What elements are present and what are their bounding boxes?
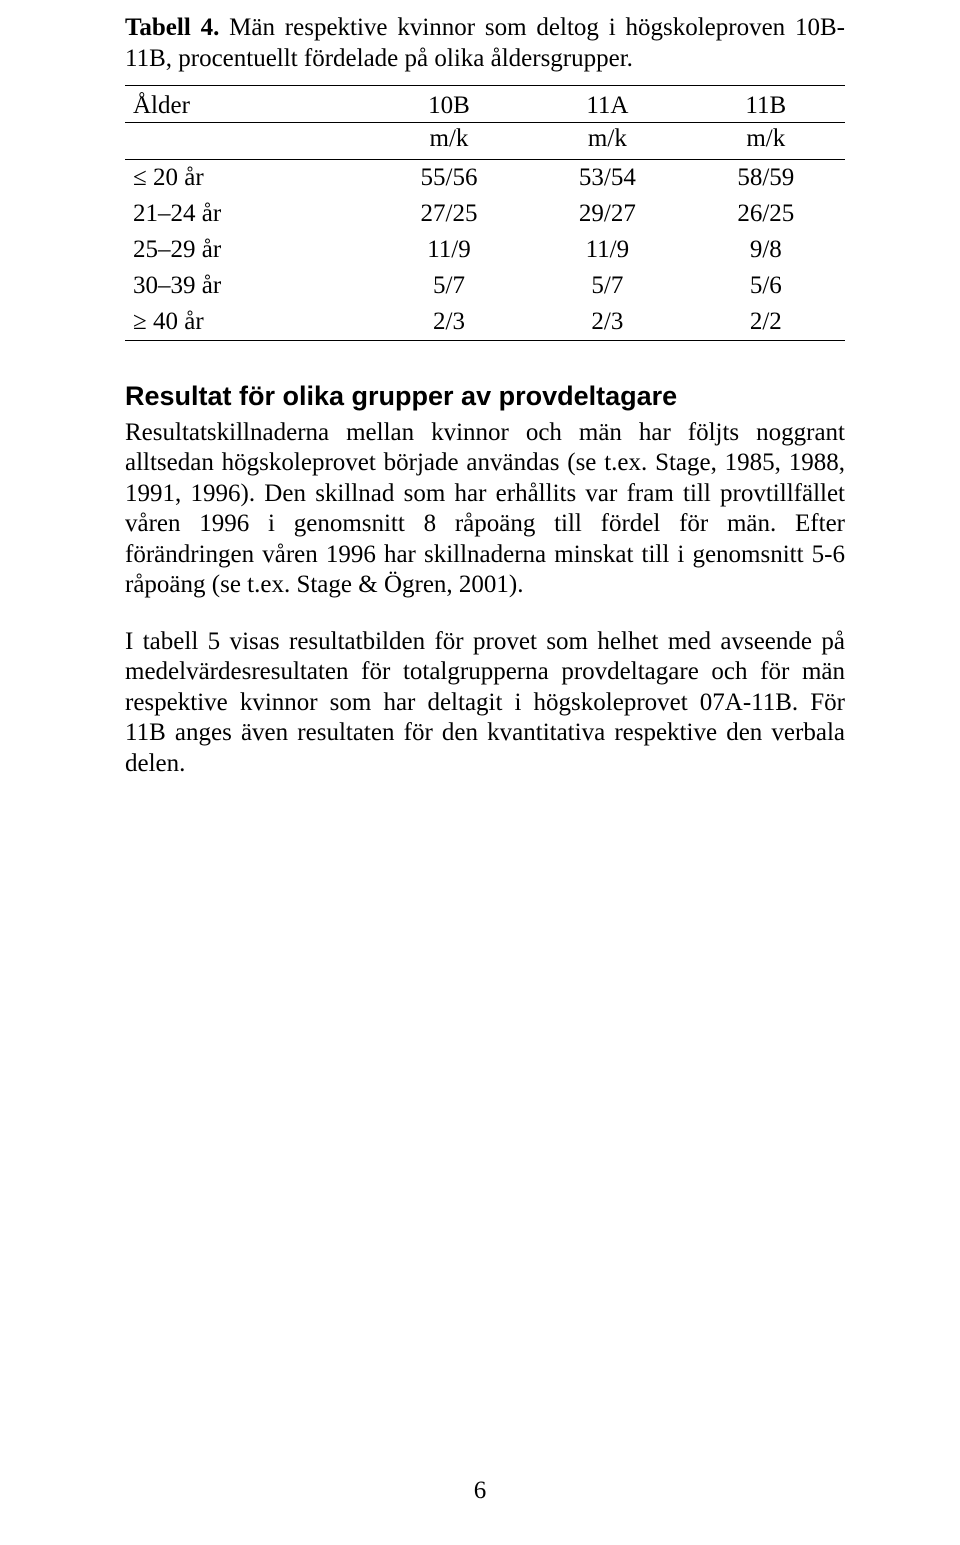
paragraph-2: I tabell 5 visas resultatbilden för prov… — [125, 627, 845, 780]
cell: 55/56 — [370, 159, 528, 196]
table-row: ≤ 20 år 55/56 53/54 58/59 — [125, 159, 845, 196]
table-subheader-row: m/k m/k m/k — [125, 122, 845, 159]
cell: 2/3 — [370, 304, 528, 341]
col-header-11a: 11A — [528, 85, 686, 122]
cell: 2/2 — [687, 304, 845, 341]
col-subheader-2: m/k — [528, 122, 686, 159]
row-label: ≤ 20 år — [125, 159, 370, 196]
table-caption-text: Män respektive kvinnor som deltog i högs… — [125, 14, 845, 72]
col-subheader-empty — [125, 122, 370, 159]
table-header-row: Ålder 10B 11A 11B — [125, 85, 845, 122]
cell: 9/8 — [687, 232, 845, 268]
cell: 29/27 — [528, 196, 686, 232]
table-row: 25–29 år 11/9 11/9 9/8 — [125, 232, 845, 268]
row-label: 25–29 år — [125, 232, 370, 268]
table-caption-label: Tabell 4. — [125, 14, 219, 41]
table-row: 21–24 år 27/25 29/27 26/25 — [125, 196, 845, 232]
cell: 5/7 — [370, 268, 528, 304]
cell: 2/3 — [528, 304, 686, 341]
cell: 27/25 — [370, 196, 528, 232]
table-row: ≥ 40 år 2/3 2/3 2/2 — [125, 304, 845, 341]
cell: 11/9 — [370, 232, 528, 268]
col-subheader-1: m/k — [370, 122, 528, 159]
cell: 26/25 — [687, 196, 845, 232]
col-header-age: Ålder — [125, 85, 370, 122]
row-label: 30–39 år — [125, 268, 370, 304]
cell: 5/6 — [687, 268, 845, 304]
age-distribution-table: Ålder 10B 11A 11B m/k m/k m/k ≤ 20 år 55… — [125, 85, 845, 341]
row-label: ≥ 40 år — [125, 304, 370, 341]
paragraph-1: Resultatskillnaderna mellan kvinnor och … — [125, 418, 845, 601]
table-caption: Tabell 4. Män respektive kvinnor som del… — [125, 12, 845, 75]
col-subheader-3: m/k — [687, 122, 845, 159]
col-header-10b: 10B — [370, 85, 528, 122]
table-row: 30–39 år 5/7 5/7 5/6 — [125, 268, 845, 304]
col-header-11b: 11B — [687, 85, 845, 122]
page-number: 6 — [0, 1477, 960, 1505]
row-label: 21–24 år — [125, 196, 370, 232]
document-page: Tabell 4. Män respektive kvinnor som del… — [0, 0, 960, 1545]
cell: 53/54 — [528, 159, 686, 196]
cell: 5/7 — [528, 268, 686, 304]
cell: 11/9 — [528, 232, 686, 268]
cell: 58/59 — [687, 159, 845, 196]
section-heading: Resultat för olika grupper av provdeltag… — [125, 381, 845, 412]
